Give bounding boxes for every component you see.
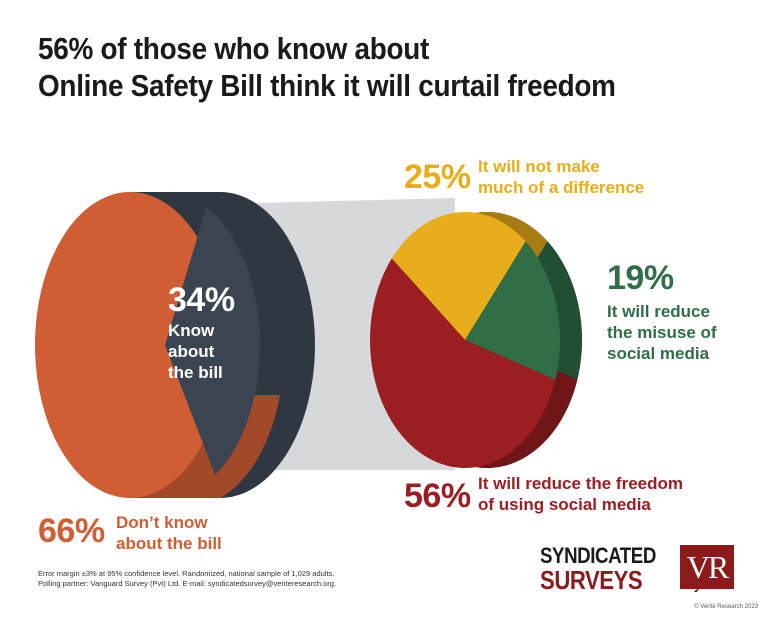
know-line-1: Know (168, 321, 215, 340)
reduce-freedom-line-2: of using social media (478, 495, 651, 514)
know-line-3: the bill (168, 363, 223, 382)
label-dont-know: 66% Don’t know about the bill (38, 512, 222, 554)
dont-know-line-1: Don’t know (116, 513, 208, 532)
footnote: Error margin ±3% at 95% confidence level… (38, 569, 336, 589)
know-pct: 34% (168, 281, 235, 319)
no-difference-pct: 25% (404, 158, 471, 196)
footnote-line-1: Error margin ±3% at 95% confidence level… (38, 569, 335, 578)
footnote-line-2: Polling partner: Vanguard Survey (Pvt) L… (38, 579, 337, 588)
no-difference-line-1: It will not make (478, 157, 600, 176)
slice-know (165, 207, 261, 476)
brand-line-1: SYNDICATED (540, 543, 656, 568)
reduce-misuse-line-3: social media (607, 344, 710, 363)
brand-line-2: SURVEYS (540, 565, 643, 595)
slice-reduce-misuse (465, 241, 560, 380)
slice-no-difference (391, 211, 526, 340)
brand-wordmark: SYNDICATED SURVEYS by (540, 543, 702, 595)
slice-reduce-freedom (369, 258, 556, 469)
chart-title: 56% of those who know about Online Safet… (38, 30, 616, 104)
reduce-misuse-pct: 19% (607, 259, 674, 297)
slice-dont-know (35, 192, 225, 498)
reduce-misuse-line-1: It will reduce (607, 302, 710, 321)
label-reduce-freedom: 56% It will reduce the freedom of using … (404, 473, 683, 515)
vr-logo: VR (680, 545, 734, 589)
reduce-misuse-line-2: the misuse of (607, 323, 717, 342)
copyright: © Verité Research 2023 (694, 604, 758, 610)
label-know: 34% Know about the bill (168, 283, 235, 383)
title-line-1: 56% of those who know about (38, 31, 430, 66)
know-line-2: about (168, 342, 215, 361)
title-line-2: Online Safety Bill think it will curtail… (38, 68, 616, 103)
label-reduce-misuse: 19% It will reduce the misuse of social … (607, 261, 717, 364)
reduce-freedom-pct: 56% (404, 477, 471, 515)
dont-know-line-2: about the bill (116, 534, 222, 553)
label-no-difference: 25% It will not make much of a differenc… (404, 156, 644, 198)
reduce-freedom-line-1: It will reduce the freedom (478, 474, 683, 493)
dont-know-pct: 66% (38, 512, 105, 550)
no-difference-line-2: much of a difference (478, 178, 645, 197)
